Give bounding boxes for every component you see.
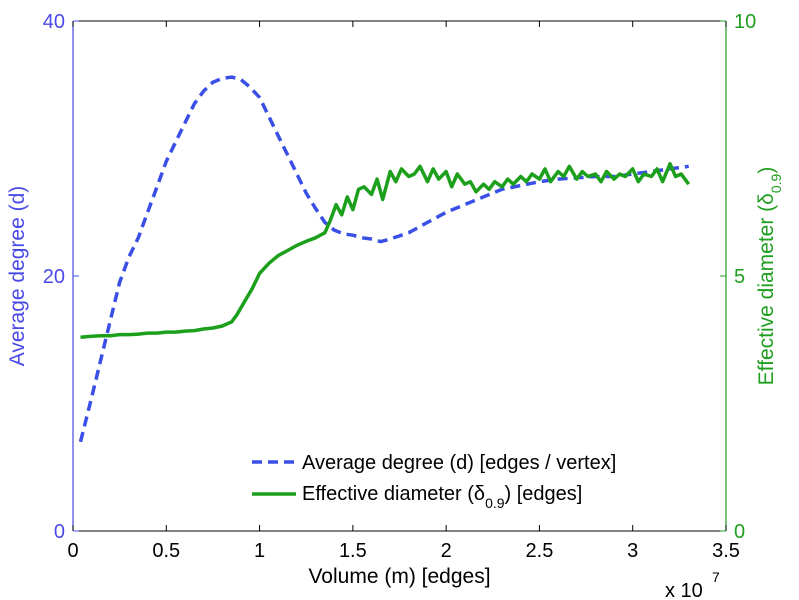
x-tick-label: 3.5 <box>712 540 740 562</box>
right-tick-label: 10 <box>734 11 756 33</box>
x-multiplier-label: x 10 <box>665 580 703 600</box>
x-tick-label: 2.5 <box>526 540 554 562</box>
left-axis-label: Average degree (d) <box>6 186 29 367</box>
right-tick-label: 5 <box>734 266 745 288</box>
right-tick-label: 0 <box>734 521 745 543</box>
series-effective-diameter-line <box>80 162 691 339</box>
x-tick-label: 0.5 <box>152 540 180 562</box>
x-multiplier-exponent: 7 <box>712 569 720 585</box>
x-tick-label: 2 <box>441 540 452 562</box>
left-tick-label: 40 <box>43 11 65 33</box>
x-axis-label: Volume (m) [edges] <box>308 565 490 588</box>
plot-area <box>78 75 691 443</box>
right-axis-label: Effective diameter (δ0.9) <box>755 167 784 386</box>
x-tick-label: 3 <box>627 540 638 562</box>
legend-label-average-degree: Average degree (d) [edges / vertex] <box>302 452 616 474</box>
x-tick-label: 1 <box>254 540 265 562</box>
left-tick-label: 20 <box>43 266 65 288</box>
x-tick-label: 1.5 <box>339 540 367 562</box>
left-tick-label: 0 <box>54 521 65 543</box>
series-average-degree-line <box>78 75 689 443</box>
legend: Average degree (d) [edges / vertex] Effec… <box>252 452 616 511</box>
x-tick-label: 0 <box>67 540 78 562</box>
legend-label-effective-diameter: Effective diameter (δ0.9) [edges] <box>302 483 582 511</box>
